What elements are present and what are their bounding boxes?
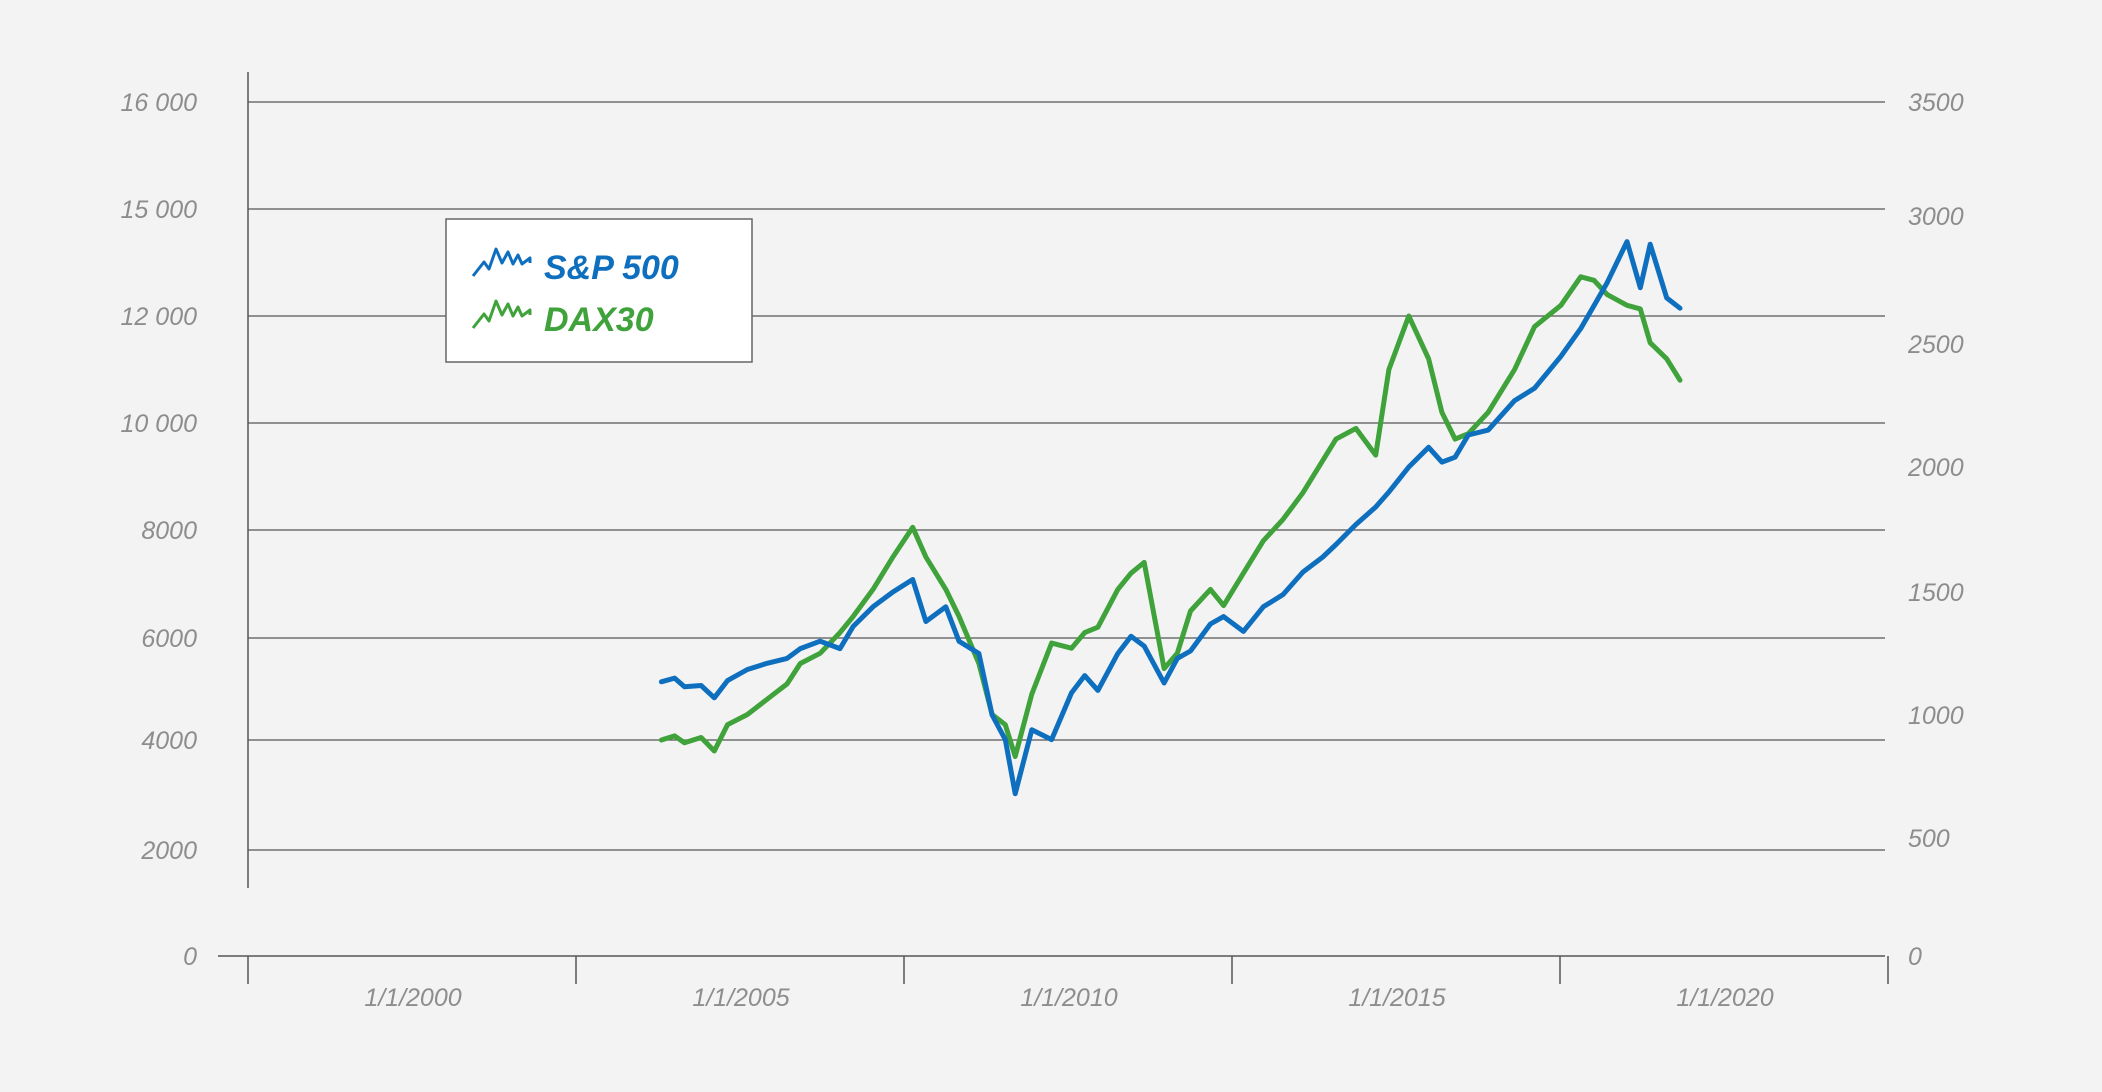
y-right-tick-label: 3000 [1908, 203, 1964, 231]
gridlines [248, 101, 1885, 851]
legend-sp500-icon [471, 247, 532, 277]
y-right-tick-label: 2500 [1907, 331, 1964, 359]
y-left-tick-label: 10 000 [121, 410, 198, 438]
legend-label-dax30: DAX30 [544, 301, 654, 339]
y-left-tick-label: 12 000 [121, 303, 198, 331]
legend-label-sp500: S&P 500 [544, 249, 679, 287]
y-left-tick-label: 6000 [141, 625, 197, 653]
legend-box [445, 218, 753, 363]
series-line-s-p-500 [658, 239, 1683, 797]
y-left-tick-label: 16 000 [121, 89, 198, 117]
y-left-tick-label: 15 000 [121, 196, 198, 224]
y-right-tick-label: 500 [1908, 825, 1950, 853]
x-tick-label: 1/1/2000 [364, 984, 461, 1012]
y-left-tick-label: 2000 [140, 837, 197, 865]
y-right-tick-label: 3500 [1908, 89, 1964, 117]
legend: S&P 500 DAX30 [445, 218, 753, 363]
series-line-dax30 [658, 274, 1683, 759]
x-axis-ticks: 1/1/2000 1/1/2005 1/1/2010 1/1/2015 1/1/2020 [247, 956, 1889, 1012]
x-tick-label: 1/1/2015 [1348, 984, 1445, 1012]
y-right-tick-label: 1000 [1908, 702, 1964, 730]
x-tick-label: 1/1/2010 [1020, 984, 1117, 1012]
series-lines [658, 239, 1683, 797]
x-tick-label: 1/1/2005 [692, 984, 789, 1012]
y-axis-left-ticks: 0 2000 4000 6000 8000 10 000 12 000 15 000 16 00… [121, 89, 198, 971]
legend-dax30-icon [471, 299, 532, 329]
y-right-tick-label: 1500 [1908, 579, 1964, 607]
y-axis-right-ticks: 0 500 1000 1500 2000 2500 3000 3500 [1907, 89, 1964, 971]
y-right-tick-label: 0 [1908, 943, 1922, 971]
y-left-tick-label: 4000 [141, 727, 197, 755]
axes [218, 72, 1885, 957]
y-right-tick-label: 2000 [1907, 454, 1964, 482]
y-left-tick-label: 8000 [141, 517, 197, 545]
x-tick-label: 1/1/2020 [1676, 984, 1773, 1012]
y-left-tick-label: 0 [183, 943, 197, 971]
